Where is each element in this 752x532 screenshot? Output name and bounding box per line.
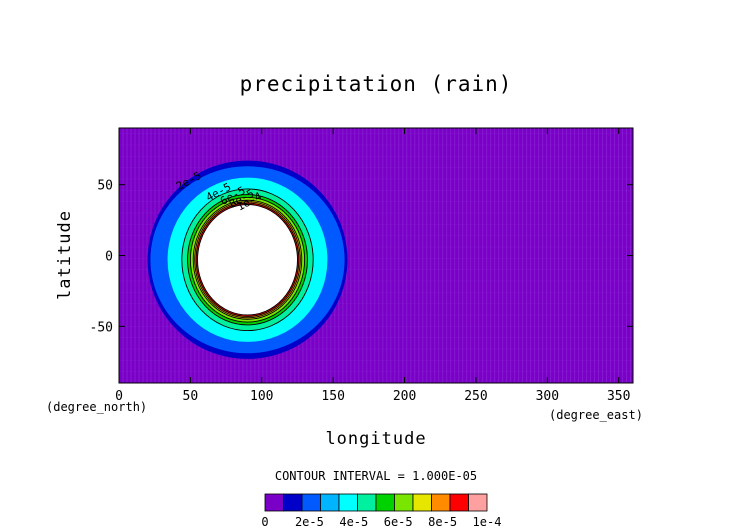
colorbar-tick-label: 8e-5 [428,515,457,529]
colorbar-swatch [431,493,451,512]
colorbar-tick-label: 4e-5 [339,515,368,529]
x-tick-label: 350 [607,389,630,404]
plot-area: 2e-5 4e-56e-58e-51e-40 50 100 150 200 250 300 35… [90,127,634,404]
chart-title: precipitation (rain) [240,72,513,96]
colorbar-tick-label: 0 [261,515,268,529]
colorbar-swatch [264,493,284,512]
colorbar-swatch [283,493,303,512]
x-tick-label: 200 [393,389,416,404]
x-tick-label: 150 [321,389,344,404]
colorbar-swatch [320,493,340,512]
colorbar: 0 2e-5 4e-5 6e-5 8e-5 1e-4 [261,493,502,529]
colorbar-swatch [301,493,321,512]
colorbar-swatch [357,493,377,512]
x-tick-label: 250 [464,389,487,404]
y-axis-label: latitude [55,210,75,300]
colorbar-tick-label: 2e-5 [295,515,324,529]
contour-interval-label: CONTOUR INTERVAL = 1.000E-05 [275,469,477,483]
colorbar-tick-label: 6e-5 [384,515,413,529]
x-axis-label: longitude [325,429,426,449]
colorbar-swatch [449,493,469,512]
colorbar-swatch [338,493,358,512]
y-tick-label: -50 [90,320,113,335]
colorbar-swatch [468,493,488,512]
colorbar-swatch [394,493,414,512]
y-tick-label: 0 [105,250,113,265]
y-tick-label: 50 [97,179,113,194]
colorbar-tick-label: 1e-4 [473,515,502,529]
x-tick-label: 50 [183,389,199,404]
x-tick-label: 100 [250,389,273,404]
x-tick-label: 300 [536,389,559,404]
y-unit-label: (degree_north) [46,400,147,414]
colorbar-swatch [412,493,432,512]
colorbar-swatch [375,493,395,512]
x-tick-label: 0 [115,389,123,404]
contour-band-9 [197,204,298,316]
x-unit-label: (degree_east) [549,408,643,422]
